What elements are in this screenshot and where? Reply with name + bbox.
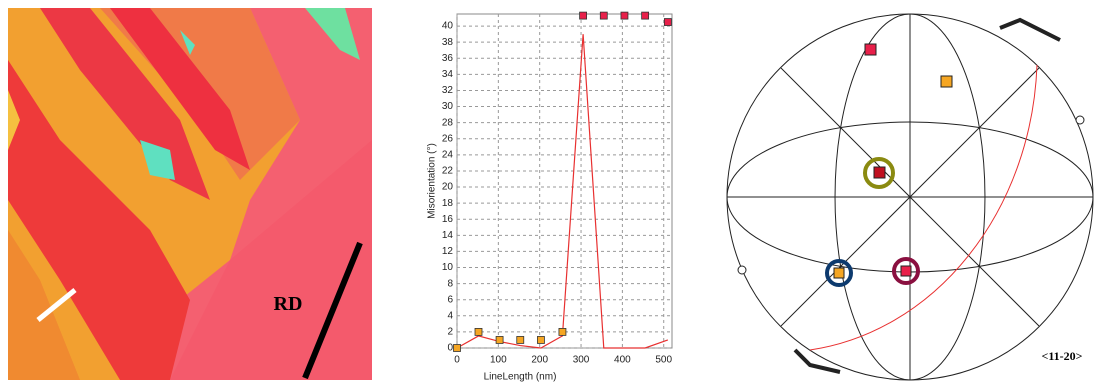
y-tick-label: 16 (442, 214, 454, 225)
orientation-map: RD (8, 8, 372, 380)
x-axis-label: LineLength (nm) (484, 372, 557, 383)
y-tick-label: 6 (447, 294, 453, 305)
y-tick-label: 2 (447, 327, 453, 338)
data-marker (579, 11, 588, 20)
pole-figure: <11-20> (726, 13, 1094, 381)
y-tick-label: 8 (447, 278, 453, 289)
y-tick-label: 28 (442, 117, 454, 128)
y-tick-label: 36 (442, 53, 454, 64)
x-tick-label: 100 (490, 355, 507, 366)
misorientation-chart: LineLength (nm) Misorientation (°) 02468… (427, 11, 673, 383)
x-tick-label: 400 (614, 355, 631, 366)
y-tick-label: 14 (442, 230, 454, 241)
y-tick-label: 20 (442, 182, 454, 193)
y-tick-label: 4 (447, 310, 453, 321)
data-marker (516, 336, 525, 344)
data-marker (495, 336, 504, 344)
y-tick-label: 32 (442, 85, 454, 96)
data-marker (453, 344, 461, 352)
y-tick-label: 22 (442, 166, 454, 177)
data-marker (537, 336, 545, 344)
data-marker (641, 11, 650, 20)
data-line (456, 34, 669, 349)
y-tick-label: 10 (442, 262, 454, 273)
y-tick-label: 18 (442, 198, 454, 209)
y-tick-label: 38 (442, 37, 454, 48)
x-tick-label: 0 (454, 355, 460, 366)
x-tick-label: 200 (531, 355, 548, 366)
data-marker (663, 18, 672, 26)
rd-label: RD (274, 293, 303, 315)
y-tick-label: 34 (442, 69, 454, 80)
y-tick-label: 26 (442, 133, 454, 144)
x-tick-label: 500 (655, 355, 672, 366)
plot-frame (456, 13, 673, 349)
y-tick-label: 30 (442, 101, 454, 112)
y-tick-label: 12 (442, 246, 454, 257)
y-axis-label: Misorientation (°) (427, 143, 438, 219)
data-marker (599, 11, 608, 20)
y-tick-label: 0 (447, 343, 453, 354)
y-tick-label: 40 (442, 21, 454, 32)
x-tick-label: 300 (573, 355, 590, 366)
data-marker (558, 328, 567, 336)
y-tick-label: 24 (442, 149, 454, 160)
data-marker (474, 328, 483, 336)
direction-label: <11-20> (1041, 349, 1082, 363)
data-marker (620, 11, 629, 20)
